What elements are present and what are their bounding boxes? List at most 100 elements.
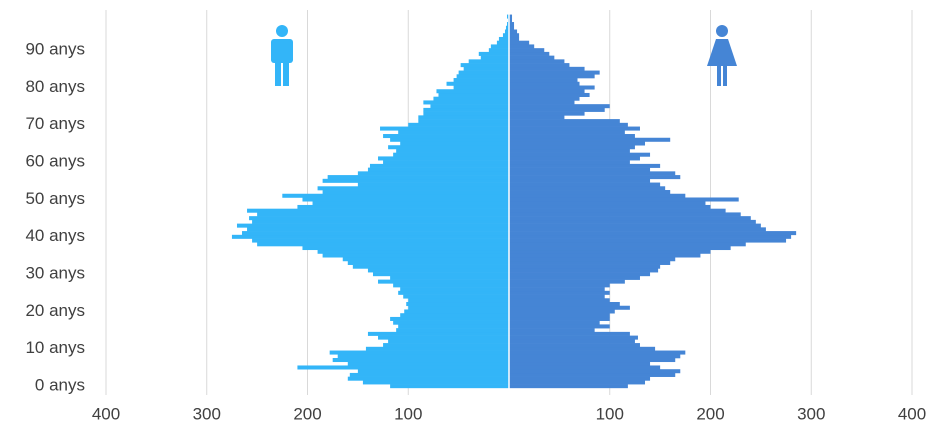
bar: [247, 208, 510, 213]
bar: [322, 253, 509, 258]
bar: [509, 234, 792, 239]
y-tick-label: 60 anys: [25, 152, 85, 171]
bar: [509, 145, 635, 150]
bar: [509, 59, 565, 64]
bar: [509, 372, 676, 377]
bar: [423, 100, 509, 105]
bar: [509, 48, 545, 53]
bar: [509, 22, 515, 27]
bar: [509, 182, 661, 187]
bar: [367, 331, 509, 336]
x-tick-label: 200: [293, 404, 321, 423]
bar: [509, 320, 600, 325]
bar: [408, 305, 509, 310]
bar: [509, 122, 628, 127]
bar: [498, 36, 509, 41]
bar: [418, 119, 509, 124]
bar: [342, 257, 509, 262]
grid: [105, 10, 913, 395]
bar: [509, 160, 630, 165]
bar: [317, 249, 509, 254]
bar: [490, 44, 509, 49]
bar: [509, 204, 711, 209]
bar: [390, 275, 509, 280]
y-tick-label: 0 anys: [35, 375, 85, 394]
bar: [347, 260, 509, 265]
bar: [509, 33, 520, 38]
bar: [408, 122, 509, 127]
bar: [509, 268, 659, 273]
bar: [509, 275, 640, 280]
bar: [436, 89, 509, 94]
bar: [349, 372, 509, 377]
bar: [352, 264, 509, 269]
bar: [509, 111, 585, 116]
bar: [430, 104, 509, 109]
bar: [509, 328, 595, 333]
bar: [369, 163, 509, 168]
bar: [509, 294, 605, 299]
bar: [509, 63, 570, 68]
bar: [509, 260, 671, 265]
bar: [509, 201, 706, 206]
bar: [509, 346, 656, 351]
bar: [438, 92, 509, 97]
bar: [509, 339, 635, 344]
bar: [509, 324, 610, 329]
bar: [509, 115, 565, 120]
bar: [453, 78, 509, 83]
x-tick-label: 300: [193, 404, 221, 423]
bar: [383, 160, 509, 165]
bar: [463, 66, 509, 71]
y-tick-label: 90 anys: [25, 40, 85, 59]
bar: [509, 167, 651, 172]
x-tick-label: 200: [696, 404, 724, 423]
bar: [509, 36, 520, 41]
bar: [480, 55, 509, 60]
bar: [509, 66, 585, 71]
bar: [317, 186, 509, 191]
bar: [357, 182, 509, 187]
bar: [509, 335, 638, 340]
bar: [509, 134, 635, 139]
bar: [509, 264, 661, 269]
bar: [247, 227, 510, 232]
bar: [509, 249, 711, 254]
bar: [400, 287, 509, 292]
bar: [509, 25, 515, 30]
bar: [509, 190, 671, 195]
bar: [400, 141, 509, 146]
bar: [505, 25, 509, 30]
bar: [302, 246, 509, 251]
bar: [509, 384, 628, 389]
bar: [367, 167, 509, 172]
bar: [509, 309, 615, 314]
bar: [252, 219, 509, 224]
bar: [509, 74, 595, 79]
bar: [509, 242, 746, 247]
bar: [322, 178, 509, 183]
bar: [496, 40, 509, 45]
bar: [509, 141, 646, 146]
bar: [453, 85, 509, 90]
y-tick-label: 10 anys: [25, 338, 85, 357]
bar: [509, 18, 513, 23]
bar: [393, 320, 509, 325]
bar: [509, 96, 580, 101]
bar: [509, 175, 681, 180]
bar: [509, 302, 620, 307]
y-tick-label: 50 anys: [25, 189, 85, 208]
bar: [362, 380, 509, 385]
y-tick-label: 80 anys: [25, 77, 85, 96]
bar: [509, 119, 620, 124]
bar: [468, 59, 509, 64]
bar: [509, 89, 585, 94]
bar: [403, 294, 509, 299]
bar: [509, 212, 741, 217]
bar: [506, 14, 509, 19]
bar: [509, 70, 600, 75]
bar: [509, 369, 681, 374]
bar: [398, 130, 509, 135]
bar: [509, 107, 605, 112]
bar: [509, 100, 575, 105]
